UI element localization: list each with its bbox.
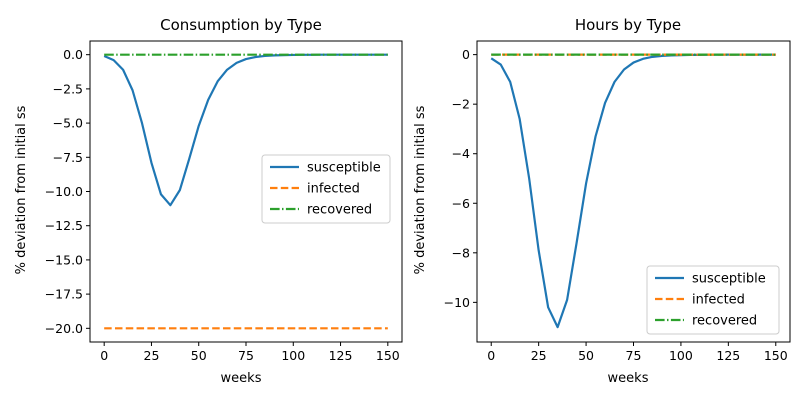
legend-label: infected [692,293,745,308]
series-line-susceptible [490,53,776,329]
legend-box [646,265,780,335]
x-tick-label: 125 [329,348,353,363]
y-tick-label: −17.5 [45,287,83,302]
x-tick-label: 100 [669,348,693,363]
x-tick-label: 0 [487,348,495,363]
legend-label: susceptible [692,272,766,287]
x-tick-label: 75 [626,348,642,363]
x-tick-label: 75 [238,348,254,363]
y-tick-label: 0.0 [63,47,83,62]
y-tick-label: −8 [452,245,470,260]
x-axis-label: weeks [608,371,649,386]
x-tick-label: 50 [191,348,207,363]
x-tick-label: 150 [376,348,400,363]
y-tick-label: −2 [452,97,470,112]
legend-label: susceptible [307,161,381,176]
series-line-susceptible [103,53,388,207]
legend-label: recovered [307,203,372,218]
x-tick-label: 150 [764,348,788,363]
legend-label: infected [307,182,360,197]
x-tick-label: 50 [578,348,594,363]
y-axis-label: % deviation from initial ss [14,105,29,274]
y-tick-label: −15.0 [45,252,83,267]
x-tick-label: 125 [716,348,740,363]
y-tick-label: −7.5 [53,150,83,165]
x-tick-label: 25 [531,348,547,363]
x-tick-label: 100 [281,348,305,363]
y-axis-label: % deviation from initial ss [413,105,428,274]
hours-chart: Hours by Type weeks % deviation from ini… [413,16,791,386]
y-tick-label: −2.5 [53,81,83,96]
y-tick-label: −12.5 [45,218,83,233]
y-tick-label: −5.0 [53,116,83,131]
x-tick-label: 0 [100,348,108,363]
y-tick-label: −10.0 [45,184,83,199]
y-tick-label: −10 [444,295,470,310]
legend-label: recovered [692,314,757,329]
chart-title: Consumption by Type [160,16,322,34]
consumption-chart: Consumption by Type weeks % deviation fr… [14,16,403,386]
x-axis-label: weeks [221,371,262,386]
y-tick-label: −20.0 [45,321,83,336]
legend: susceptible infected recovered [646,265,780,335]
y-tick-label: −4 [452,146,470,161]
y-tick-label: −6 [452,196,470,211]
legend: susceptible infected recovered [261,154,391,224]
x-tick-label: 25 [144,348,160,363]
y-tick-label: 0 [462,47,470,62]
chart-title: Hours by Type [575,16,681,34]
legend-box [261,154,391,224]
